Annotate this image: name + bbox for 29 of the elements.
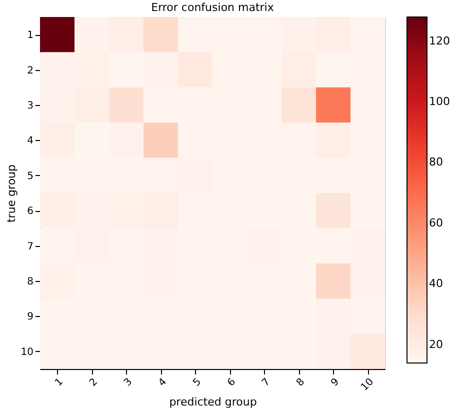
y-tick-label: 5 (27, 170, 34, 182)
y-tick-label: 9 (27, 312, 34, 323)
color-bar-label: 100 (429, 94, 450, 108)
y-tick-label: 4 (27, 136, 34, 147)
chart-title: Error confusion matrix (151, 1, 274, 14)
x-tick-label: 5 (191, 376, 204, 389)
x-tick-label: 9 (329, 376, 342, 389)
y-tick-label: 2 (27, 65, 34, 76)
color-bar-label: 80 (429, 156, 443, 169)
x-tick-label: 6 (226, 376, 238, 389)
y-tick-label: 10 (20, 346, 34, 358)
x-axis-title: predicted group (169, 396, 257, 409)
color-bar-label: 120 (429, 34, 450, 48)
x-tick-label: 10 (359, 376, 376, 394)
y-tick-label: 6 (27, 206, 34, 218)
color-bar-label: 40 (429, 277, 443, 290)
color-bar-label: 20 (429, 338, 443, 351)
color-bar-label: 60 (429, 216, 443, 230)
x-tick-label: 4 (156, 376, 170, 389)
x-tick-label: 7 (260, 376, 273, 389)
y-tick-label: 3 (27, 100, 34, 112)
x-tick-label: 3 (122, 376, 135, 389)
y-tick-label: 7 (27, 241, 34, 252)
y-tick-label: 1 (27, 30, 34, 42)
x-tick-label: 2 (88, 376, 100, 389)
x-tick-label: 8 (294, 376, 308, 389)
x-tick-label: 1 (53, 376, 66, 389)
y-axis-title: true group (4, 164, 18, 223)
y-tick-label: 8 (27, 276, 34, 288)
